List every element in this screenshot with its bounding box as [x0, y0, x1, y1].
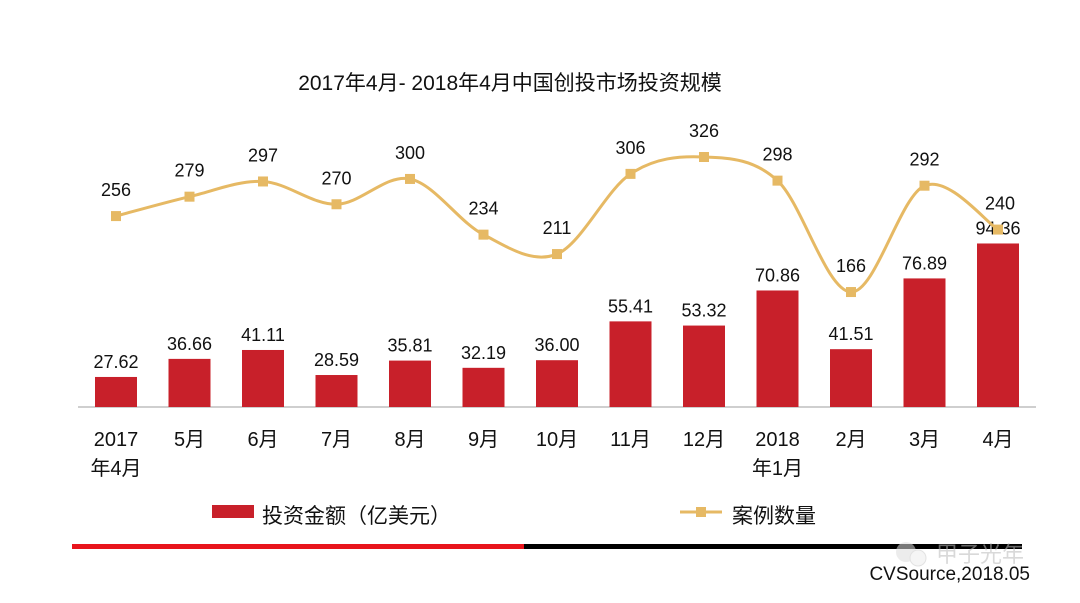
line-data-label: 270: [321, 168, 351, 188]
bar: [315, 375, 358, 407]
x-tick-label: 6月: [247, 429, 278, 451]
bar-data-label: 36.66: [167, 334, 212, 354]
line-marker: [111, 211, 121, 222]
bar: [756, 290, 799, 407]
line-data-label: 166: [836, 256, 866, 276]
line-marker: [993, 224, 1003, 235]
line-marker: [478, 229, 489, 240]
line-data-label: 211: [543, 218, 572, 238]
line-data-label: 297: [248, 145, 278, 165]
bar: [95, 376, 137, 407]
x-tick-label: 7月: [321, 429, 352, 451]
bar-data-label: 32.19: [461, 343, 506, 363]
line-marker: [625, 168, 636, 179]
bar: [903, 278, 946, 407]
bar-data-label: 35.81: [387, 336, 432, 356]
bar-data-label: 41.51: [828, 324, 873, 344]
x-tick-label: 12月: [683, 429, 725, 451]
line-marker: [258, 176, 268, 187]
line-data-label: 292: [909, 150, 939, 170]
bar: [536, 360, 578, 407]
bar: [830, 349, 872, 407]
x-tick-label: 2018: [755, 429, 800, 451]
x-tick-label: 年4月: [90, 457, 141, 480]
line-data-label: 240: [985, 194, 1015, 214]
footer-rule-black: [524, 544, 1022, 549]
line-marker: [184, 191, 195, 202]
x-tick-label: 5月: [174, 429, 205, 451]
legend-swatch-bar: [212, 505, 254, 518]
line-marker: [919, 180, 930, 191]
line-marker: [405, 173, 415, 184]
bar-data-label: 55.41: [608, 296, 653, 316]
bar-data-label: 41.11: [241, 325, 285, 345]
bar: [462, 367, 505, 407]
bar-data-label: 76.89: [902, 253, 947, 273]
bar: [683, 325, 725, 407]
x-tick-label: 4月: [982, 429, 1013, 451]
legend-marker: [696, 507, 706, 517]
line-data-label: 326: [689, 121, 719, 141]
bar: [977, 243, 1019, 407]
line-data-label: 234: [468, 199, 498, 219]
bar-data-label: 27.62: [93, 352, 138, 372]
x-tick-label: 年1月: [752, 457, 803, 480]
line-data-label: 298: [762, 145, 792, 165]
bar-data-label: 70.86: [755, 265, 800, 285]
line-data-label: 300: [395, 143, 425, 163]
legend-label-count: 案例数量: [732, 505, 816, 528]
line-marker: [331, 199, 342, 210]
bar: [168, 358, 211, 407]
watermark: 甲子光年: [896, 542, 1024, 567]
line-marker: [846, 287, 856, 298]
bar: [609, 321, 652, 407]
line-marker: [552, 249, 562, 260]
bar: [242, 349, 284, 407]
x-tick-label: 2017: [94, 429, 139, 451]
line-marker: [772, 175, 783, 186]
line-data-label: 256: [101, 180, 131, 200]
line-marker: [699, 152, 709, 162]
line-data-label: 279: [174, 161, 204, 181]
bar: [389, 360, 431, 407]
x-tick-label: 3月: [909, 429, 940, 451]
x-tick-label: 11月: [610, 429, 651, 451]
bar-data-label: 28.59: [314, 350, 359, 370]
line-data-label: 306: [615, 138, 645, 158]
line-series-case-count: [115, 155, 999, 294]
bar-data-label: 53.32: [681, 301, 726, 321]
chart-title: 2017年4月- 2018年4月中国创投市场投资规模: [298, 72, 722, 95]
x-tick-label: 10月: [536, 429, 578, 451]
x-tick-label: 8月: [394, 429, 425, 451]
legend-label-amount: 投资金额（亿美元）: [262, 505, 451, 528]
x-tick-label: 2月: [835, 429, 866, 451]
watermark-text: 甲子光年: [936, 542, 1024, 567]
source-note: CVSource,2018.05: [869, 564, 1030, 585]
footer-rule-red: [72, 544, 524, 549]
bar-data-label: 36.00: [534, 335, 579, 355]
x-tick-label: 9月: [468, 429, 499, 451]
